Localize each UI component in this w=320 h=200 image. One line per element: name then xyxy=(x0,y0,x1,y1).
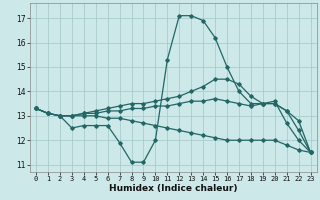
X-axis label: Humidex (Indice chaleur): Humidex (Indice chaleur) xyxy=(109,184,237,193)
